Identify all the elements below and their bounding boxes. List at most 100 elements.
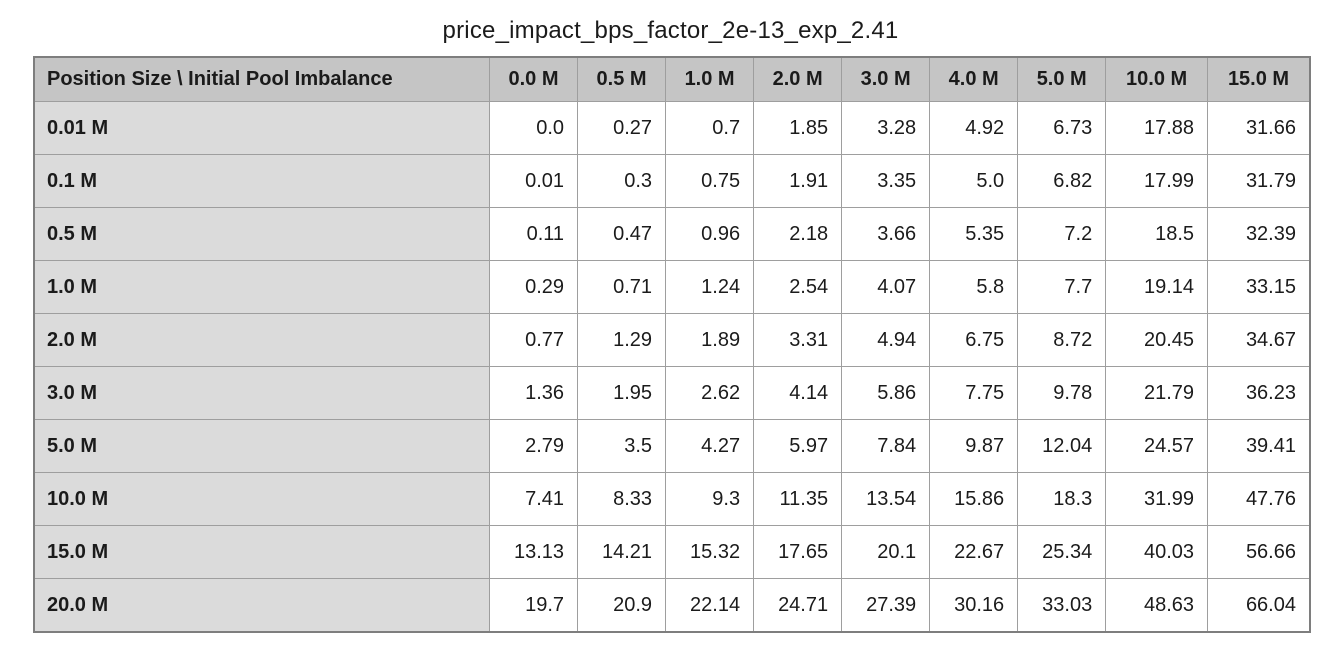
value-cell: 0.27 xyxy=(577,101,667,155)
value-cell: 9.3 xyxy=(665,472,755,526)
value-cell: 4.27 xyxy=(665,419,755,473)
value-cell: 5.97 xyxy=(753,419,843,473)
row-label: 1.0 M xyxy=(33,260,490,314)
value-cell: 7.75 xyxy=(929,366,1019,420)
column-header: 10.0 M xyxy=(1105,56,1209,102)
value-cell: 7.84 xyxy=(841,419,931,473)
value-cell: 31.79 xyxy=(1207,154,1311,208)
value-cell: 15.32 xyxy=(665,525,755,579)
value-cell: 0.77 xyxy=(488,313,579,367)
value-cell: 2.54 xyxy=(753,260,843,314)
value-cell: 2.18 xyxy=(753,207,843,261)
table-body: 0.01 M 0.0 0.27 0.7 1.85 3.28 4.92 6.73 17.88 31.… xyxy=(33,101,1311,633)
value-cell: 3.66 xyxy=(841,207,931,261)
value-cell: 32.39 xyxy=(1207,207,1311,261)
table-row: 0.1 M 0.01 0.3 0.75 1.91 3.35 5.0 6.82 17.99 31.7… xyxy=(33,154,1311,208)
value-cell: 8.72 xyxy=(1017,313,1107,367)
column-header: 2.0 M xyxy=(753,56,843,102)
value-cell: 24.57 xyxy=(1105,419,1209,473)
value-cell: 33.03 xyxy=(1017,578,1107,633)
value-cell: 0.11 xyxy=(488,207,579,261)
value-cell: 0.7 xyxy=(665,101,755,155)
value-cell: 5.35 xyxy=(929,207,1019,261)
table-head: Position Size \ Initial Pool Imbalance 0… xyxy=(33,56,1311,102)
row-label: 2.0 M xyxy=(33,313,490,367)
row-label: 5.0 M xyxy=(33,419,490,473)
value-cell: 39.41 xyxy=(1207,419,1311,473)
row-label: 0.1 M xyxy=(33,154,490,208)
table-row: 1.0 M 0.29 0.71 1.24 2.54 4.07 5.8 7.7 19.14 33.1… xyxy=(33,260,1311,314)
value-cell: 66.04 xyxy=(1207,578,1311,633)
value-cell: 6.82 xyxy=(1017,154,1107,208)
value-cell: 0.0 xyxy=(488,101,579,155)
row-label: 20.0 M xyxy=(33,578,490,633)
row-label: 15.0 M xyxy=(33,525,490,579)
value-cell: 4.14 xyxy=(753,366,843,420)
value-cell: 1.89 xyxy=(665,313,755,367)
table-row: 0.5 M 0.11 0.47 0.96 2.18 3.66 5.35 7.2 18.5 32.3… xyxy=(33,207,1311,261)
value-cell: 3.28 xyxy=(841,101,931,155)
value-cell: 21.79 xyxy=(1105,366,1209,420)
row-label: 0.01 M xyxy=(33,101,490,155)
value-cell: 17.88 xyxy=(1105,101,1209,155)
value-cell: 22.67 xyxy=(929,525,1019,579)
value-cell: 1.85 xyxy=(753,101,843,155)
value-cell: 24.71 xyxy=(753,578,843,633)
value-cell: 20.45 xyxy=(1105,313,1209,367)
table-row: 5.0 M 2.79 3.5 4.27 5.97 7.84 9.87 12.04 24.57 39… xyxy=(33,419,1311,473)
value-cell: 7.2 xyxy=(1017,207,1107,261)
value-cell: 14.21 xyxy=(577,525,667,579)
value-cell: 20.9 xyxy=(577,578,667,633)
value-cell: 27.39 xyxy=(841,578,931,633)
table-row: 3.0 M 1.36 1.95 2.62 4.14 5.86 7.75 9.78 21.79 36… xyxy=(33,366,1311,420)
value-cell: 11.35 xyxy=(753,472,843,526)
value-cell: 13.13 xyxy=(488,525,579,579)
value-cell: 33.15 xyxy=(1207,260,1311,314)
value-cell: 4.94 xyxy=(841,313,931,367)
value-cell: 0.29 xyxy=(488,260,579,314)
value-cell: 48.63 xyxy=(1105,578,1209,633)
value-cell: 5.86 xyxy=(841,366,931,420)
column-header: 5.0 M xyxy=(1017,56,1107,102)
value-cell: 36.23 xyxy=(1207,366,1311,420)
value-cell: 2.62 xyxy=(665,366,755,420)
value-cell: 19.14 xyxy=(1105,260,1209,314)
value-cell: 0.47 xyxy=(577,207,667,261)
value-cell: 47.76 xyxy=(1207,472,1311,526)
value-cell: 31.66 xyxy=(1207,101,1311,155)
value-cell: 13.54 xyxy=(841,472,931,526)
value-cell: 6.75 xyxy=(929,313,1019,367)
value-cell: 17.99 xyxy=(1105,154,1209,208)
value-cell: 20.1 xyxy=(841,525,931,579)
value-cell: 22.14 xyxy=(665,578,755,633)
corner-header: Position Size \ Initial Pool Imbalance xyxy=(33,56,490,102)
value-cell: 40.03 xyxy=(1105,525,1209,579)
price-impact-table: Position Size \ Initial Pool Imbalance 0… xyxy=(33,56,1311,633)
value-cell: 18.3 xyxy=(1017,472,1107,526)
value-cell: 15.86 xyxy=(929,472,1019,526)
value-cell: 5.0 xyxy=(929,154,1019,208)
value-cell: 5.8 xyxy=(929,260,1019,314)
value-cell: 2.79 xyxy=(488,419,579,473)
value-cell: 9.78 xyxy=(1017,366,1107,420)
value-cell: 56.66 xyxy=(1207,525,1311,579)
value-cell: 0.75 xyxy=(665,154,755,208)
page-title: price_impact_bps_factor_2e-13_exp_2.41 xyxy=(442,17,899,44)
table-row: 20.0 M 19.7 20.9 22.14 24.71 27.39 30.16 33.03 4… xyxy=(33,578,1311,633)
value-cell: 4.92 xyxy=(929,101,1019,155)
value-cell: 19.7 xyxy=(488,578,579,633)
value-cell: 34.67 xyxy=(1207,313,1311,367)
column-header: 0.0 M xyxy=(488,56,579,102)
column-header: 15.0 M xyxy=(1207,56,1311,102)
value-cell: 7.7 xyxy=(1017,260,1107,314)
value-cell: 30.16 xyxy=(929,578,1019,633)
value-cell: 3.31 xyxy=(753,313,843,367)
value-cell: 3.5 xyxy=(577,419,667,473)
table-row: 2.0 M 0.77 1.29 1.89 3.31 4.94 6.75 8.72 20.45 34… xyxy=(33,313,1311,367)
value-cell: 12.04 xyxy=(1017,419,1107,473)
value-cell: 1.24 xyxy=(665,260,755,314)
table-row: 15.0 M 13.13 14.21 15.32 17.65 20.1 22.67 25.34… xyxy=(33,525,1311,579)
value-cell: 25.34 xyxy=(1017,525,1107,579)
value-cell: 0.3 xyxy=(577,154,667,208)
